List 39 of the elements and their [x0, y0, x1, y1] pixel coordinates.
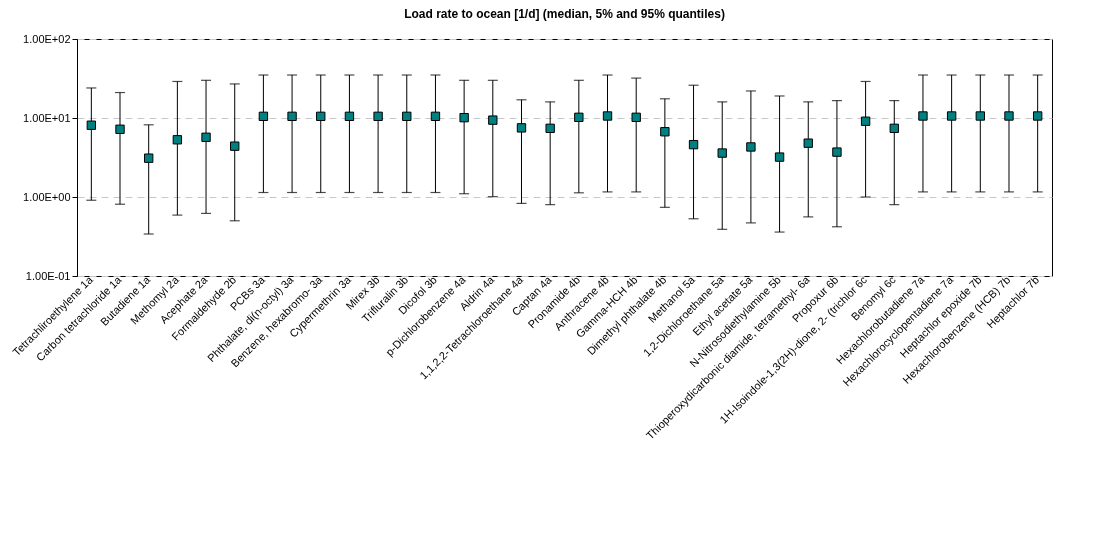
- y-tick-label: 1.00E+00: [23, 190, 71, 203]
- point: [430, 111, 441, 122]
- y-tick-label: 1.00E-01: [25, 269, 71, 282]
- point: [1004, 111, 1014, 121]
- point: [316, 111, 326, 122]
- point: [889, 123, 899, 134]
- point: [774, 152, 785, 162]
- point: [832, 147, 842, 157]
- point: [516, 123, 527, 133]
- point: [459, 112, 469, 123]
- point: [172, 135, 183, 145]
- point: [688, 139, 699, 150]
- point: [746, 142, 756, 152]
- point: [344, 111, 355, 122]
- point: [717, 148, 727, 158]
- chart-title: Load rate to ocean [1/d] (median, 5% and 95% quantiles): [404, 7, 725, 21]
- point: [402, 111, 412, 122]
- point: [115, 124, 125, 134]
- y-tick-label: 1.00E+02: [23, 32, 71, 45]
- point: [201, 132, 211, 142]
- point: [144, 153, 154, 163]
- point: [545, 123, 555, 134]
- point: [258, 111, 269, 122]
- y-tick-label: 1.00E+01: [23, 111, 71, 124]
- point: [574, 112, 584, 122]
- point: [488, 115, 498, 125]
- point: [918, 111, 928, 121]
- point: [287, 111, 297, 122]
- point: [230, 141, 240, 151]
- point: [1032, 111, 1043, 121]
- point: [373, 111, 383, 122]
- point: [602, 111, 613, 121]
- point: [631, 112, 641, 122]
- point: [946, 111, 957, 121]
- point: [860, 116, 871, 126]
- point: [803, 138, 813, 148]
- point: [86, 120, 97, 130]
- point: [660, 127, 670, 137]
- point: [975, 111, 985, 121]
